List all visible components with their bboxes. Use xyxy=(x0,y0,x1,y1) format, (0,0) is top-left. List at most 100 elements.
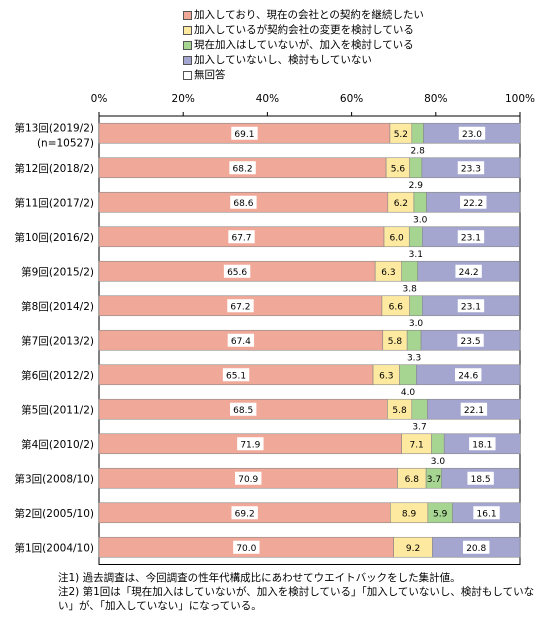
data-label-bg xyxy=(390,195,412,209)
data-label: 6.6 xyxy=(389,302,404,312)
data-label-bg xyxy=(463,540,490,554)
data-label-bg xyxy=(457,161,485,175)
bar-segment xyxy=(411,398,428,420)
data-label-bg xyxy=(386,230,408,244)
data-label-bg xyxy=(457,230,485,244)
bar-segment xyxy=(399,364,417,386)
category-label: 第6回(2012/2) xyxy=(21,369,94,382)
bar-segment xyxy=(406,329,422,351)
data-label-bg xyxy=(231,506,258,520)
data-label: 68.2 xyxy=(233,164,253,174)
bar-segment xyxy=(409,295,423,317)
category-label: 第2回(2005/10) xyxy=(15,507,95,520)
x-tick-label: 80% xyxy=(424,93,447,105)
data-label: 70.0 xyxy=(236,544,256,554)
note-line: 注1) 過去調査は、今回調査の性年代構成比にあわせてウエイトバックをした集計値。 xyxy=(58,572,461,584)
data-label: 65.6 xyxy=(227,268,247,278)
legend-label: 加入しており、現在の会社との契約を継続したい xyxy=(194,9,424,21)
x-tick-label: 100% xyxy=(505,93,535,105)
legend-item: 現在加入はしていないが、加入を検討している xyxy=(183,38,424,53)
data-label-bg xyxy=(384,333,406,347)
data-label-bg xyxy=(402,540,424,554)
legend-label: 無回答 xyxy=(194,69,226,81)
data-label: 3.3 xyxy=(407,353,421,363)
data-label: 3.8 xyxy=(403,284,418,294)
data-label-bg xyxy=(227,299,254,313)
data-label-bg xyxy=(228,230,255,244)
category-label: 第3回(2008/10) xyxy=(15,472,95,485)
data-label-bg xyxy=(473,506,500,520)
data-label-bg xyxy=(455,264,482,278)
data-label-bg xyxy=(233,540,260,554)
bar-segment xyxy=(431,433,445,455)
legend-label: 加入しているが契約会社の変更を検討している xyxy=(194,24,414,36)
data-label: 22.2 xyxy=(463,199,483,209)
data-label-bg xyxy=(398,506,420,520)
data-label-bg xyxy=(457,299,485,313)
data-label: 70.9 xyxy=(238,475,258,485)
data-label: 18.5 xyxy=(471,475,491,485)
legend-label: 加入していないし、検討もしていない xyxy=(194,54,372,66)
data-label: 6.2 xyxy=(394,199,408,209)
data-label-bg xyxy=(235,471,262,485)
data-label: 67.4 xyxy=(231,337,251,347)
data-label-bg xyxy=(401,471,423,485)
data-label-bg xyxy=(469,437,496,451)
data-label-bg xyxy=(458,126,486,140)
category-label: 第1回(2004/10) xyxy=(15,541,95,554)
data-label: 22.1 xyxy=(464,406,484,416)
legend-swatch xyxy=(183,56,192,65)
data-label: 9.2 xyxy=(406,544,420,554)
data-label: 3.7 xyxy=(427,475,441,485)
data-label: 6.3 xyxy=(381,268,395,278)
data-label-bg xyxy=(223,264,251,278)
data-label: 18.1 xyxy=(472,440,492,450)
data-label: 23.5 xyxy=(461,337,481,347)
data-label-bg xyxy=(387,161,409,175)
data-label: 16.1 xyxy=(477,509,497,519)
data-label-bg xyxy=(460,402,488,416)
category-label: 第7回(2013/2) xyxy=(21,334,94,347)
data-label: 23.1 xyxy=(461,302,481,312)
data-label-bg xyxy=(230,195,257,209)
data-label: 3.0 xyxy=(413,215,428,225)
data-label: 5.2 xyxy=(394,130,408,140)
x-tick-label: 0% xyxy=(91,93,108,105)
data-label-bg xyxy=(231,126,258,140)
legend-item: 加入しており、現在の会社との契約を継続したい xyxy=(183,8,424,23)
data-label: 5.8 xyxy=(388,337,403,347)
data-label: 20.8 xyxy=(466,544,486,554)
data-label-bg xyxy=(227,333,255,347)
data-label: 68.6 xyxy=(233,199,253,209)
category-label: 第8回(2014/2) xyxy=(21,300,94,313)
data-label: 4.0 xyxy=(401,388,416,398)
data-label: 5.8 xyxy=(392,406,407,416)
bar-segment xyxy=(408,226,423,248)
data-label-bg xyxy=(467,471,494,485)
category-label: 第13回(2019/2) xyxy=(15,121,95,134)
data-label: 2.8 xyxy=(411,146,426,156)
data-label-bg xyxy=(385,299,407,313)
data-label-bg xyxy=(457,333,484,347)
stacked-bar-chart: 0% 20% 40% 60% 80% 100% 第13回(2019/2) (n=10527) 6… xyxy=(15,93,535,565)
data-label-bg xyxy=(229,402,257,416)
data-label-bg xyxy=(237,437,264,451)
data-label-bg xyxy=(229,161,256,175)
data-label: 68.5 xyxy=(233,406,253,416)
data-label-bg xyxy=(389,402,410,416)
legend-item: 加入しているが契約会社の変更を検討している xyxy=(183,23,424,38)
category-label: (n=10527) xyxy=(37,137,94,149)
legend-label: 現在加入はしていないが、加入を検討している xyxy=(194,39,414,51)
data-label-bg xyxy=(406,437,428,451)
note-line: 注2) 第1回は「現在加入はしていないが、加入を検討している」「加入していないし… xyxy=(58,586,535,598)
data-label: 8.9 xyxy=(402,509,417,519)
legend-swatch xyxy=(183,26,192,35)
data-label: 6.3 xyxy=(379,371,393,381)
data-label: 23.3 xyxy=(461,164,481,174)
legend-swatch xyxy=(183,41,192,50)
data-label-bg xyxy=(455,368,482,382)
note-line: い」が、「加入していない」になっている。 xyxy=(58,600,262,612)
data-label: 3.7 xyxy=(412,422,426,432)
legend-item: 加入していないし、検討もしていない xyxy=(183,53,424,68)
data-label: 3.1 xyxy=(409,250,423,260)
